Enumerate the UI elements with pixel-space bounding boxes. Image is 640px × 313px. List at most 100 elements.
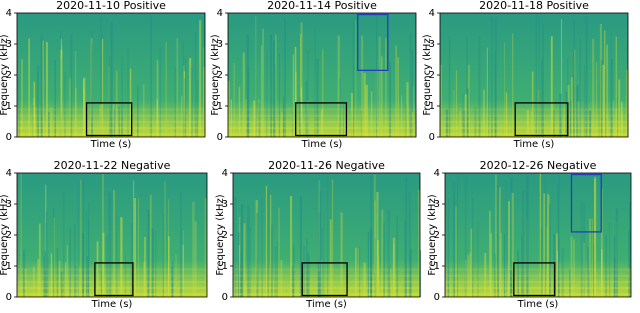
- spectrogram-texture: [90, 37, 93, 137]
- spectrogram-texture: [610, 32, 612, 137]
- spectrogram-texture: [612, 100, 615, 137]
- spectrogram-texture: [120, 217, 123, 297]
- spectrogram-texture: [494, 17, 497, 137]
- spectrogram-texture: [561, 247, 564, 297]
- spectrogram-texture: [374, 174, 376, 297]
- y-tick-label: 1: [6, 261, 12, 272]
- spectrogram-texture: [455, 206, 457, 297]
- spectrogram-texture: [500, 232, 502, 297]
- spectrogram-texture: [576, 85, 579, 137]
- y-tick-label: 0: [6, 132, 12, 143]
- spectrogram-texture: [299, 103, 302, 137]
- spectrogram-texture: [573, 239, 575, 297]
- spectrogram-texture: [340, 212, 343, 297]
- spectrogram-texture: [306, 100, 309, 137]
- spectrogram-texture: [602, 64, 605, 137]
- spectrogram-texture: [63, 192, 65, 297]
- spectrogram-texture: [75, 51, 77, 138]
- spectrogram-band: [228, 108, 416, 111]
- spectrogram-band: [17, 280, 207, 283]
- spectrogram-texture: [40, 33, 43, 138]
- spectrogram-texture: [100, 17, 102, 137]
- spectrogram-texture: [355, 247, 357, 297]
- spectrogram-texture: [243, 223, 246, 297]
- spectrogram-texture: [294, 46, 297, 137]
- spectrogram-texture: [615, 108, 618, 137]
- spectrogram-band: [440, 133, 628, 136]
- panel-title: 2020-11-14 Positive: [267, 0, 377, 12]
- y-tick-label: 0: [217, 132, 223, 143]
- spectrogram-texture: [255, 200, 258, 297]
- spectrogram-texture: [274, 246, 277, 297]
- spectrogram-texture: [283, 99, 285, 137]
- spectrogram-texture: [329, 219, 332, 297]
- spectrogram-texture: [75, 265, 77, 297]
- y-tick-label: 1: [217, 101, 223, 112]
- spectrogram-texture: [361, 35, 364, 137]
- spectrogram-texture: [314, 26, 316, 138]
- spectrogram-texture: [474, 107, 477, 137]
- spectrogram-texture: [558, 173, 560, 297]
- y-tick-label: 2: [6, 230, 12, 241]
- spectrogram-texture: [70, 34, 73, 138]
- spectrogram-texture: [196, 79, 199, 137]
- spectrogram-texture: [305, 81, 308, 137]
- spectrogram-texture: [573, 53, 575, 137]
- spectrogram-texture: [466, 37, 468, 137]
- spectrogram-band: [445, 293, 631, 296]
- spectrogram-texture: [60, 271, 63, 297]
- spectrogram-texture: [118, 106, 121, 137]
- panel-title: 2020-11-18 Positive: [479, 0, 589, 12]
- spectrogram-texture: [228, 80, 230, 137]
- spectrogram-texture: [307, 50, 309, 137]
- spectrogram-texture: [375, 69, 378, 137]
- panel-title: 2020-12-26 Negative: [480, 159, 597, 172]
- spectrogram-band: [17, 127, 205, 130]
- spectrogram-texture: [615, 36, 618, 137]
- spectrogram-texture: [544, 175, 546, 297]
- spectrogram-texture: [58, 260, 61, 297]
- spectrogram-texture: [199, 20, 202, 138]
- spectrogram-texture: [132, 206, 134, 297]
- spectrogram-texture: [419, 250, 422, 297]
- spectrogram-texture: [393, 243, 395, 297]
- spectrogram-texture: [32, 266, 35, 297]
- y-tick-label: 0: [429, 132, 435, 143]
- spectrogram-band: [440, 120, 628, 123]
- spectrogram-texture: [110, 22, 113, 137]
- spectrogram-texture: [510, 177, 513, 297]
- spectrogram-texture: [512, 33, 514, 137]
- annotation-box: [85, 102, 133, 137]
- spectrogram-texture: [270, 34, 273, 138]
- panel-title: 2020-11-10 Positive: [56, 0, 166, 12]
- spectrogram-texture: [628, 268, 631, 297]
- spectrogram-texture: [180, 192, 182, 297]
- spectrogram-texture: [547, 194, 550, 297]
- spectrogram-texture: [589, 218, 591, 297]
- spectrogram-texture: [280, 260, 283, 297]
- spectrogram-texture: [265, 185, 268, 297]
- spectrogram-texture: [577, 101, 580, 137]
- spectrogram-texture: [383, 222, 385, 297]
- spectrogram-texture: [270, 194, 272, 297]
- spectrogram-texture: [259, 97, 261, 137]
- spectrogram-texture: [162, 213, 164, 297]
- spectrogram-texture: [321, 227, 323, 297]
- spectrogram-texture: [182, 230, 184, 297]
- spectrogram-texture: [150, 16, 152, 138]
- spectrogram-texture: [159, 47, 161, 137]
- spectrogram-band: [440, 114, 628, 117]
- spectrogram-texture: [385, 38, 387, 138]
- spectrogram-texture: [321, 109, 323, 137]
- spectrogram-texture: [274, 64, 276, 137]
- y-tick-label: 1: [222, 261, 228, 272]
- spectrogram-texture: [75, 88, 77, 137]
- spectrogram-texture: [610, 58, 613, 137]
- spectrogram-texture: [557, 184, 559, 297]
- spectrogram-band: [17, 274, 207, 277]
- spectrogram-texture: [127, 46, 129, 137]
- spectrogram-texture: [489, 210, 491, 297]
- spectrogram-texture: [579, 38, 581, 137]
- spectrogram-band: [17, 293, 207, 296]
- spectrogram-band: [440, 108, 628, 111]
